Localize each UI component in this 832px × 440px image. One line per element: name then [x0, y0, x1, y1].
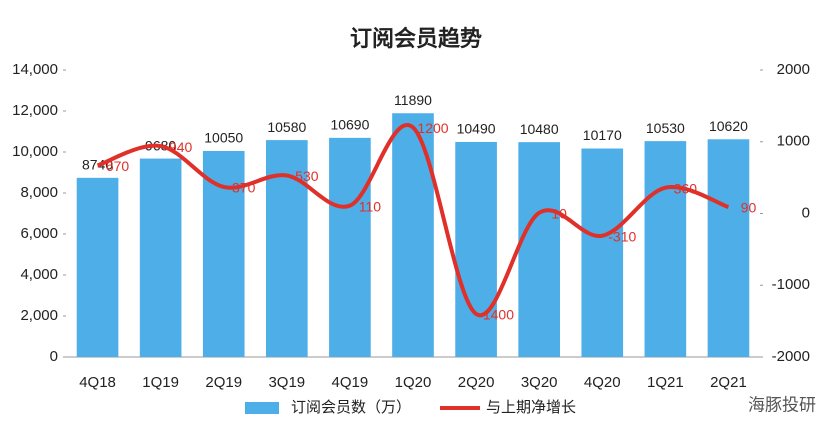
x-tick-label: 1Q19: [142, 374, 179, 391]
y-tick-label: 2,000: [20, 307, 58, 324]
y-tick-label: 10,000: [12, 143, 58, 160]
line-value-label: 1200: [417, 120, 448, 136]
line-value-label: 940: [169, 139, 193, 155]
line-value-label: 110: [359, 198, 382, 214]
x-tick-label: 4Q18: [79, 374, 116, 391]
x-tick-label: 3Q20: [521, 374, 558, 391]
x-tick-label: 1Q21: [647, 374, 684, 391]
legend-swatch: [245, 402, 279, 414]
bar: [139, 158, 182, 357]
line-value-label: 530: [295, 168, 319, 184]
y2-tick-label: -2000: [772, 348, 810, 365]
x-tick-label: 3Q19: [268, 374, 305, 391]
bar-value-label: 10170: [583, 127, 622, 143]
y2-tick-label: -1000: [772, 276, 810, 293]
bar: [76, 177, 119, 357]
y-tick-label: 0: [50, 348, 58, 365]
bar: [518, 142, 561, 357]
bar: [707, 139, 750, 357]
bar-value-label: 10050: [204, 130, 243, 146]
x-tick-label: 2Q20: [458, 374, 495, 391]
bar: [392, 113, 434, 357]
x-tick-label: 2Q21: [710, 374, 747, 391]
legend-label: 与上期净增长: [486, 399, 576, 416]
source-logo: 海豚投研: [748, 395, 816, 414]
bar: [329, 137, 371, 357]
bar: [455, 141, 497, 357]
bar-value-label: 11890: [394, 92, 432, 108]
line-value-label: 10: [551, 205, 567, 221]
line-value-label: 370: [232, 180, 256, 196]
x-tick-label: 2Q19: [205, 374, 242, 391]
line-value-label: 90: [741, 200, 757, 216]
bar: [644, 141, 687, 357]
bar-value-label: 10480: [520, 121, 559, 137]
x-tick-label: 1Q20: [395, 374, 432, 391]
bar-value-label: 10620: [709, 118, 748, 134]
x-tick-label: 4Q19: [332, 374, 369, 391]
y-tick-label: 4,000: [20, 266, 58, 283]
line-value-label: 670: [106, 158, 130, 174]
y2-tick-label: 2000: [777, 61, 810, 78]
y2-tick-label: 1000: [777, 133, 810, 150]
bar-value-label: 10580: [267, 119, 306, 135]
chart-title: 订阅会员趋势: [350, 26, 482, 51]
y-tick-label: 12,000: [12, 102, 58, 119]
x-tick-label: 4Q20: [584, 374, 621, 391]
bar-value-label: 10690: [330, 117, 369, 133]
line: [96, 122, 730, 318]
y2-tick-label: 0: [802, 204, 810, 221]
bar-value-label: 10490: [457, 121, 496, 137]
y-tick-label: 14,000: [12, 61, 58, 78]
line-value-label: -1400: [478, 307, 514, 323]
legend-label: 订阅会员数（万）: [291, 399, 411, 416]
bar-value-label: 10530: [646, 120, 685, 136]
line-value-label: -310: [608, 228, 636, 244]
y-tick-label: 8,000: [20, 184, 58, 201]
bar: [581, 148, 624, 357]
line-value-label: 360: [674, 180, 698, 196]
y-tick-label: 6,000: [20, 225, 58, 242]
